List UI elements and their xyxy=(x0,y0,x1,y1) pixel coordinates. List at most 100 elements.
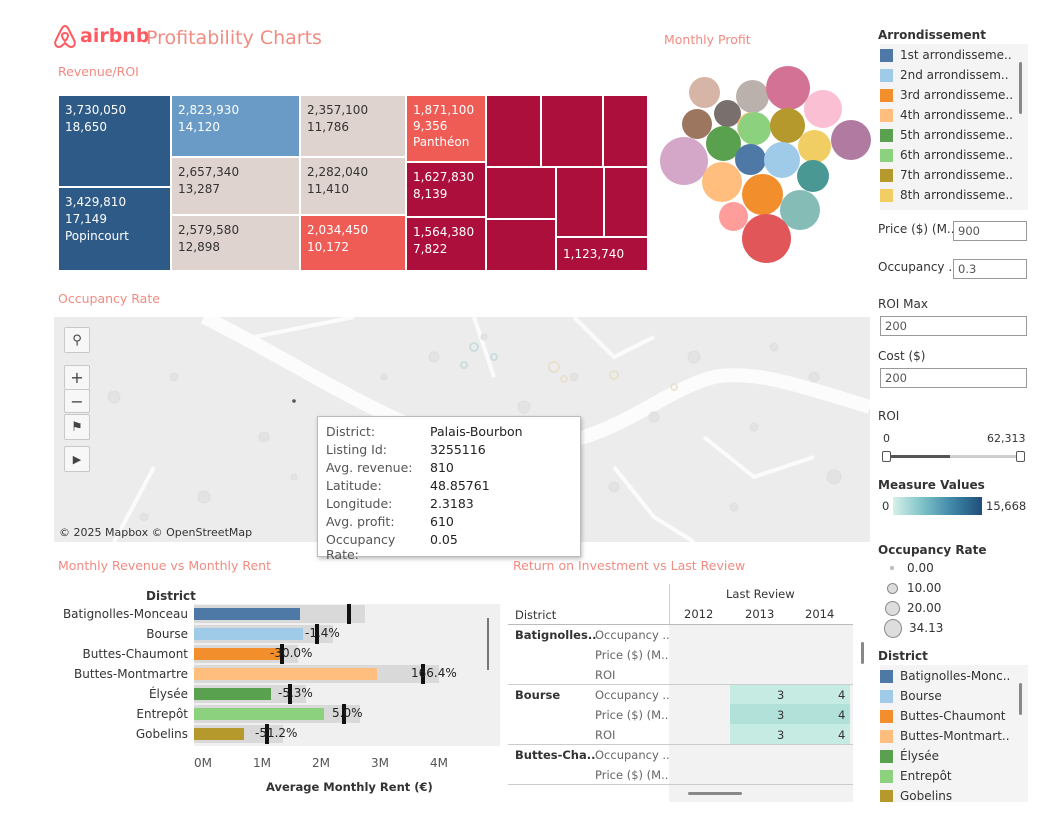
profit-bubble[interactable] xyxy=(714,100,741,127)
legend-item[interactable]: Élysée xyxy=(880,746,1028,766)
bar-row-label[interactable]: Entrepôt xyxy=(136,707,188,721)
profit-bubble[interactable] xyxy=(689,77,720,108)
treemap-cell[interactable]: 3,429,810 17,149 Popincourt xyxy=(58,187,171,271)
revenue-bar[interactable] xyxy=(194,728,244,740)
bar-row-label[interactable]: Batignolles-Monceau xyxy=(62,607,188,621)
treemap-cell[interactable] xyxy=(486,167,556,219)
revenue-bar[interactable] xyxy=(194,688,271,700)
legend-item[interactable]: 0.00 xyxy=(884,558,943,578)
treemap-cell[interactable] xyxy=(486,219,556,271)
legend-item[interactable]: 3rd arrondisseme.. xyxy=(880,85,1028,105)
treemap-cell[interactable]: 2,357,100 11,786 xyxy=(300,95,406,157)
legend-item[interactable]: 20.00 xyxy=(884,598,943,618)
treemap-cell[interactable]: 1,871,100 9,356 Panthéon xyxy=(406,95,486,162)
crosstab-district[interactable]: Bourse xyxy=(515,688,561,702)
revenue-bar[interactable] xyxy=(194,708,324,720)
profit-bubble[interactable] xyxy=(682,109,712,139)
legend-item[interactable]: 34.13 xyxy=(884,618,943,638)
profit-bubble[interactable] xyxy=(780,190,820,230)
treemap-cell[interactable]: 2,823,930 14,120 xyxy=(171,95,300,157)
zoom-in-button[interactable]: + xyxy=(64,365,90,389)
crosstab-v-scrollbar[interactable] xyxy=(861,642,864,664)
profit-bubble[interactable] xyxy=(702,162,742,202)
legend-item[interactable]: 1st arrondisseme.. xyxy=(880,45,1028,65)
legend-scrollbar[interactable] xyxy=(1019,683,1022,715)
profit-bubble[interactable] xyxy=(742,214,791,263)
crosstab-value[interactable]: 4 xyxy=(838,688,846,702)
legend-item[interactable]: 7th arrondisseme.. xyxy=(880,165,1028,185)
price-param-input[interactable]: 900 xyxy=(953,221,1027,241)
rent-marker[interactable] xyxy=(265,724,269,744)
occupancy-param-input[interactable]: 0.3 xyxy=(953,259,1027,279)
rent-marker[interactable] xyxy=(342,704,346,724)
bar-row-label[interactable]: Buttes-Montmartre xyxy=(74,667,188,681)
rent-marker[interactable] xyxy=(288,684,292,704)
treemap-cell[interactable]: 2,657,340 13,287 xyxy=(171,157,300,215)
reset-map-button[interactable]: ⚑ xyxy=(64,414,90,440)
crosstab-value[interactable]: 3 xyxy=(777,688,785,702)
profit-bubble[interactable] xyxy=(798,130,831,163)
bar-row-label[interactable]: Bourse xyxy=(146,627,188,641)
treemap-cell[interactable] xyxy=(603,95,648,167)
crosstab-value[interactable]: 4 xyxy=(838,708,846,722)
crosstab-h-scrollbar[interactable] xyxy=(688,792,742,795)
crosstab-value[interactable]: 4 xyxy=(838,728,846,742)
map-attribution[interactable]: © 2025 Mapbox © OpenStreetMap xyxy=(59,526,253,539)
treemap-cell[interactable]: 2,034,450 10,172 xyxy=(300,215,406,271)
profit-bubble[interactable] xyxy=(831,120,871,160)
legend-item[interactable]: 10.00 xyxy=(884,578,943,598)
treemap-cell[interactable] xyxy=(486,95,541,167)
bar-chart-scrollbar[interactable] xyxy=(487,618,489,670)
profit-bubble[interactable] xyxy=(736,80,769,113)
profit-bubble[interactable] xyxy=(766,66,810,110)
map-search-button[interactable]: ⚲ xyxy=(64,327,90,353)
profit-bubble[interactable] xyxy=(764,142,800,178)
revenue-bar[interactable] xyxy=(194,648,280,660)
roi-slider-track[interactable] xyxy=(884,455,1024,458)
rent-marker[interactable] xyxy=(347,604,351,624)
legend-item[interactable]: Buttes-Montmart.. xyxy=(880,726,1028,746)
profit-bubble[interactable] xyxy=(742,174,783,215)
profit-bubble[interactable] xyxy=(719,202,748,231)
legend-item[interactable]: 4th arrondisseme.. xyxy=(880,105,1028,125)
cost-input[interactable]: 200 xyxy=(880,368,1027,388)
rent-marker[interactable] xyxy=(421,664,425,684)
crosstab-value[interactable]: 3 xyxy=(777,728,785,742)
treemap-cell[interactable]: 1,123,740 xyxy=(556,237,648,271)
bar-row-label[interactable]: Élysée xyxy=(148,687,188,701)
treemap-cell[interactable]: 3,730,050 18,650 xyxy=(58,95,171,187)
profit-bubble[interactable] xyxy=(738,112,771,145)
revenue-bar[interactable] xyxy=(194,668,377,680)
legend-item[interactable]: Batignolles-Monc.. xyxy=(880,666,1028,686)
treemap-cell[interactable]: 1,627,830 8,139 xyxy=(406,162,486,217)
legend-scrollbar[interactable] xyxy=(1019,62,1022,114)
bar-row-label[interactable]: Gobelins xyxy=(135,727,188,741)
rent-marker[interactable] xyxy=(315,624,319,644)
legend-item[interactable]: Buttes-Chaumont xyxy=(880,706,1028,726)
legend-item[interactable]: 8th arrondisseme.. xyxy=(880,185,1028,205)
profit-bubble[interactable] xyxy=(797,160,829,192)
legend-item[interactable]: 6th arrondisseme.. xyxy=(880,145,1028,165)
profit-bubble[interactable] xyxy=(770,108,805,143)
legend-item[interactable]: Bourse xyxy=(880,686,1028,706)
revenue-bar[interactable] xyxy=(194,628,303,640)
legend-item[interactable]: Gobelins xyxy=(880,786,1028,802)
treemap-cell[interactable]: 2,579,580 12,898 xyxy=(171,215,300,271)
roi-slider-min-handle[interactable] xyxy=(882,451,891,462)
crosstab-district[interactable]: Batignolles.. xyxy=(515,628,597,642)
treemap-cell[interactable]: 1,564,380 7,822 xyxy=(406,217,486,271)
crosstab-value[interactable]: 3 xyxy=(777,708,785,722)
rent-marker[interactable] xyxy=(280,644,284,664)
revenue-bar[interactable] xyxy=(194,608,300,620)
profit-bubble[interactable] xyxy=(660,137,708,185)
bar-row-label[interactable]: Buttes-Chaumont xyxy=(82,647,189,661)
treemap-cell[interactable] xyxy=(556,167,604,237)
profit-bubble[interactable] xyxy=(804,90,842,128)
legend-item[interactable]: 2nd arrondissem.. xyxy=(880,65,1028,85)
roi-slider-max-handle[interactable] xyxy=(1016,451,1025,462)
treemap-cell[interactable]: 2,282,040 11,410 xyxy=(300,157,406,215)
treemap-cell[interactable] xyxy=(541,95,603,167)
map-toolbar-expand[interactable]: ▶ xyxy=(64,446,90,472)
profit-bubble[interactable] xyxy=(735,144,766,175)
legend-item[interactable]: Entrepôt xyxy=(880,766,1028,786)
